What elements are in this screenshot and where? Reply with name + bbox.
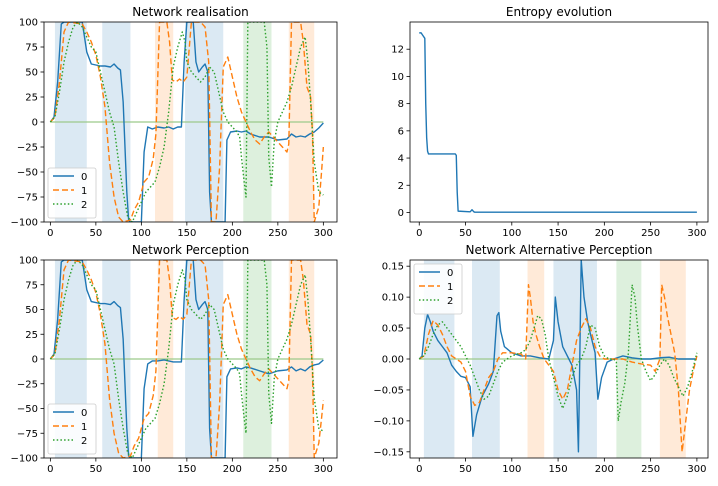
x-tick-label: 250 (641, 228, 660, 239)
y-tick-label: −25 (17, 143, 38, 154)
legend-label: 1 (81, 422, 87, 433)
series-line-0 (49, 22, 324, 222)
chart-title: Network realisation (132, 5, 249, 19)
y-tick-label: 12 (391, 45, 404, 56)
x-tick-label: 0 (416, 228, 422, 239)
series-line-1 (418, 284, 698, 453)
x-tick-label: 250 (641, 464, 660, 475)
chart-title: Network Alternative Perception (465, 243, 652, 257)
y-tick-label: 0.05 (382, 324, 404, 335)
x-tick-label: 100 (502, 464, 521, 475)
y-tick-label: 0.10 (382, 293, 404, 304)
y-tick-label: 50 (25, 305, 38, 316)
x-tick-label: 300 (314, 228, 333, 239)
x-tick-label: 300 (687, 228, 706, 239)
x-tick-label: 50 (459, 464, 472, 475)
legend: 0 1 2 (413, 263, 463, 315)
chart-title: Entropy evolution (506, 5, 612, 19)
x-tick-label: 50 (89, 228, 102, 239)
x-tick-label: 50 (459, 228, 472, 239)
y-tick-label: −100 (11, 218, 38, 229)
series-line-2 (49, 22, 324, 222)
axes-frame (409, 21, 709, 223)
y-tick-label: 8 (398, 99, 404, 110)
series-group (418, 260, 698, 453)
y-tick-label: −0.15 (373, 447, 404, 458)
y-tick-label: −0.05 (373, 385, 404, 396)
legend-label: 2 (81, 200, 87, 211)
y-tick-label: 100 (19, 256, 38, 267)
y-tick-label: 10 (391, 72, 404, 83)
series-group (49, 260, 325, 458)
y-tick-label: 0 (32, 118, 38, 129)
y-tick-label: −100 (11, 454, 38, 465)
legend-label: 0 (81, 172, 87, 183)
y-tick-label: −25 (17, 379, 38, 390)
series-group (49, 22, 325, 222)
y-tick-label: −0.10 (373, 416, 404, 427)
y-tick-label: 4 (398, 154, 404, 165)
legend-label: 1 (81, 186, 87, 197)
legend-label: 0 (81, 408, 87, 419)
x-tick-label: 200 (223, 228, 242, 239)
legend-box (47, 167, 97, 219)
legend-box (413, 263, 463, 315)
x-tick-label: 0 (47, 464, 53, 475)
x-tick-label: 50 (89, 464, 102, 475)
series-group (419, 32, 697, 213)
y-tick-label: 6 (398, 126, 404, 137)
y-tick-label: 25 (25, 330, 38, 341)
panel-network-realisation: 0 50 100 150 200 250 300−100−75−50−25025507510… (11, 5, 338, 239)
x-tick-label: 250 (268, 464, 287, 475)
y-tick-label: −75 (17, 429, 38, 440)
legend: 0 1 2 (47, 167, 97, 219)
y-tick-label: 0.00 (382, 355, 404, 366)
series-line-1 (49, 260, 325, 458)
legend: 0 1 2 (47, 403, 97, 455)
x-tick-label: 300 (314, 464, 333, 475)
y-tick-label: 0 (32, 355, 38, 366)
series-line-2 (49, 260, 324, 458)
series-line-entropy (419, 32, 697, 213)
x-tick-label: 0 (47, 228, 53, 239)
series-line-2 (418, 284, 698, 422)
x-tick-label: 100 (132, 228, 151, 239)
x-tick-label: 150 (177, 464, 196, 475)
panel-network-perception: 0 50 100 150 200 250 300−100−75−50−25025507510… (11, 243, 338, 475)
x-tick-label: 250 (268, 228, 287, 239)
legend-label: 0 (447, 268, 453, 279)
x-tick-label: 300 (687, 464, 706, 475)
legend-label: 2 (447, 296, 453, 307)
legend-label: 2 (81, 436, 87, 447)
chart-title: Network Perception (132, 243, 249, 257)
legend-box (47, 403, 97, 455)
y-tick-label: 0 (398, 208, 404, 219)
legend-label: 1 (447, 282, 453, 293)
x-tick-label: 150 (177, 228, 196, 239)
y-tick-label: 0.15 (382, 262, 404, 273)
y-tick-label: 75 (25, 280, 38, 291)
x-tick-label: 150 (549, 228, 568, 239)
x-tick-label: 200 (223, 464, 242, 475)
y-tick-label: −50 (17, 168, 38, 179)
x-tick-label: 100 (502, 228, 521, 239)
y-tick-label: −50 (17, 404, 38, 415)
x-tick-label: 100 (132, 464, 151, 475)
x-tick-label: 0 (416, 464, 422, 475)
x-tick-label: 200 (595, 464, 614, 475)
y-tick-label: −75 (17, 193, 38, 204)
panel-entropy-evolution: 0 50 100 150 200 250 300 0 2 4 6 8 10 12 Entropy evolu… (391, 5, 709, 239)
x-tick-label: 200 (595, 228, 614, 239)
panel-network-alternative-perception: 0 50 100 150 200 250 300 −0.15 −0.10 −0.05 0.00 0.0… (373, 243, 709, 475)
y-tick-label: 50 (25, 68, 38, 79)
y-tick-label: 75 (25, 43, 38, 54)
x-tick-label: 150 (549, 464, 568, 475)
y-tick-label: 2 (398, 181, 404, 192)
y-tick-label: 100 (19, 18, 38, 29)
y-tick-label: 25 (25, 93, 38, 104)
